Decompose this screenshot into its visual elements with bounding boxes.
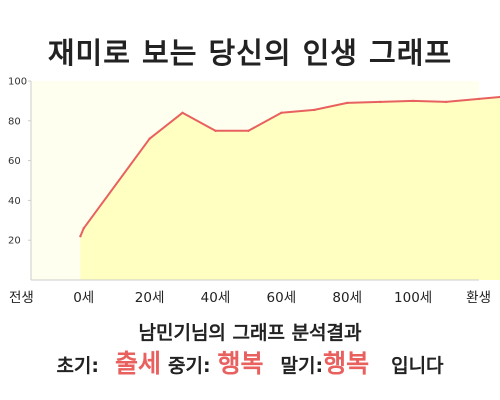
result-summary: 초기: 출세 중기: 행복 말기:행복 입니다 [0,344,500,380]
y-tick-label: 80 [8,116,21,127]
x-tick-label: 전생 [9,290,34,306]
area-fill [80,96,500,280]
result-ending: 입니다 [391,355,444,377]
data-point [313,108,316,112]
data-point [444,100,448,104]
y-tick-label: 20 [8,236,21,247]
x-tick-label: 100세 [394,290,432,306]
data-point [477,97,481,101]
y-tick-label: 40 [8,196,21,207]
result-heading: 남민기님의 그래프 분석결과 [138,322,362,344]
chart-title: 재미로 보는 당신의 인생 그래프 [47,36,453,70]
early-stage-label: 초기: [56,355,100,377]
data-point [214,129,217,132]
y-axis-ticks: 20 40 60 80 100 [8,77,31,247]
data-point [79,235,82,238]
y-tick-label: 60 [8,156,21,167]
late-stage-label: 말기: [280,355,324,377]
data-point [181,111,184,115]
data-point [280,111,283,115]
x-tick-label: 환생 [466,290,491,306]
x-tick-label: 0세 [73,290,94,306]
x-tick-label: 20세 [135,290,165,306]
data-points [79,97,481,238]
data-point [411,99,415,103]
data-point [82,227,85,230]
data-point [379,100,382,104]
middle-stage-label: 중기: [168,355,211,377]
y-tick-label: 100 [8,77,27,88]
middle-stage-value: 행복 [217,349,264,378]
data-point [346,101,349,105]
x-tick-label: 80세 [332,290,362,306]
x-tick-label: 40세 [201,290,231,306]
data-point [148,137,151,140]
x-tick-label: 60세 [267,290,297,306]
early-stage-value: 출세 [115,349,162,378]
late-stage-value: 행복 [323,349,370,378]
data-point [247,129,250,132]
x-axis-ticks: 전생 0세 20세 40세 60세 80세 100세 환생 [9,290,491,306]
